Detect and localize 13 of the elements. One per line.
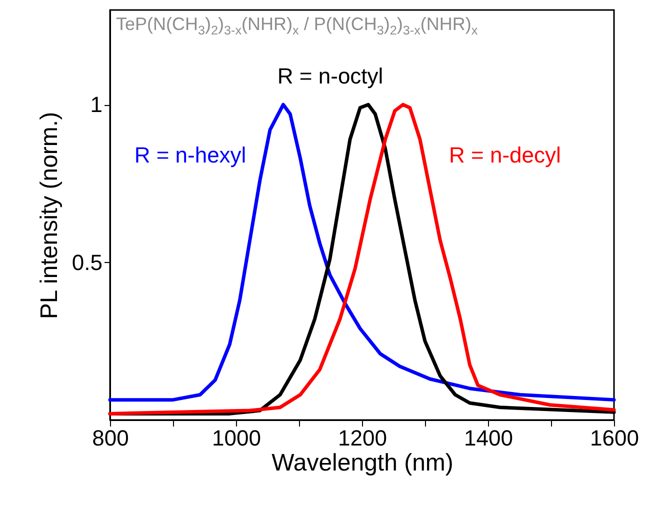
x-tick-label: 1400 <box>464 426 513 450</box>
chart-title: TeP(N(CH$_{3}$)$_{2}$)$_{3-x}$(NHR)$_{x}$ / P(N(CH$_{3}$)$_{2}$)$_{3-x}$(NHR)$_{x}$ <box>116 14 478 38</box>
x-tick-label: 800 <box>92 426 129 450</box>
series-label: R = n-octyl <box>277 64 384 89</box>
series-label: R = n-hexyl <box>134 142 246 168</box>
y-tick-label: 1 <box>90 92 102 118</box>
x-axis-title: Wavelength (nm) <box>272 450 454 476</box>
x-tick-label: 1000 <box>212 426 261 450</box>
x-tick-label: 1600 <box>590 426 639 450</box>
y-tick-label: 0.5 <box>72 250 102 275</box>
y-axis-title: PL intensity (norm.) <box>36 112 63 320</box>
series-label: R = n-decyl <box>449 142 561 168</box>
x-tick-label: 1200 <box>338 426 387 450</box>
